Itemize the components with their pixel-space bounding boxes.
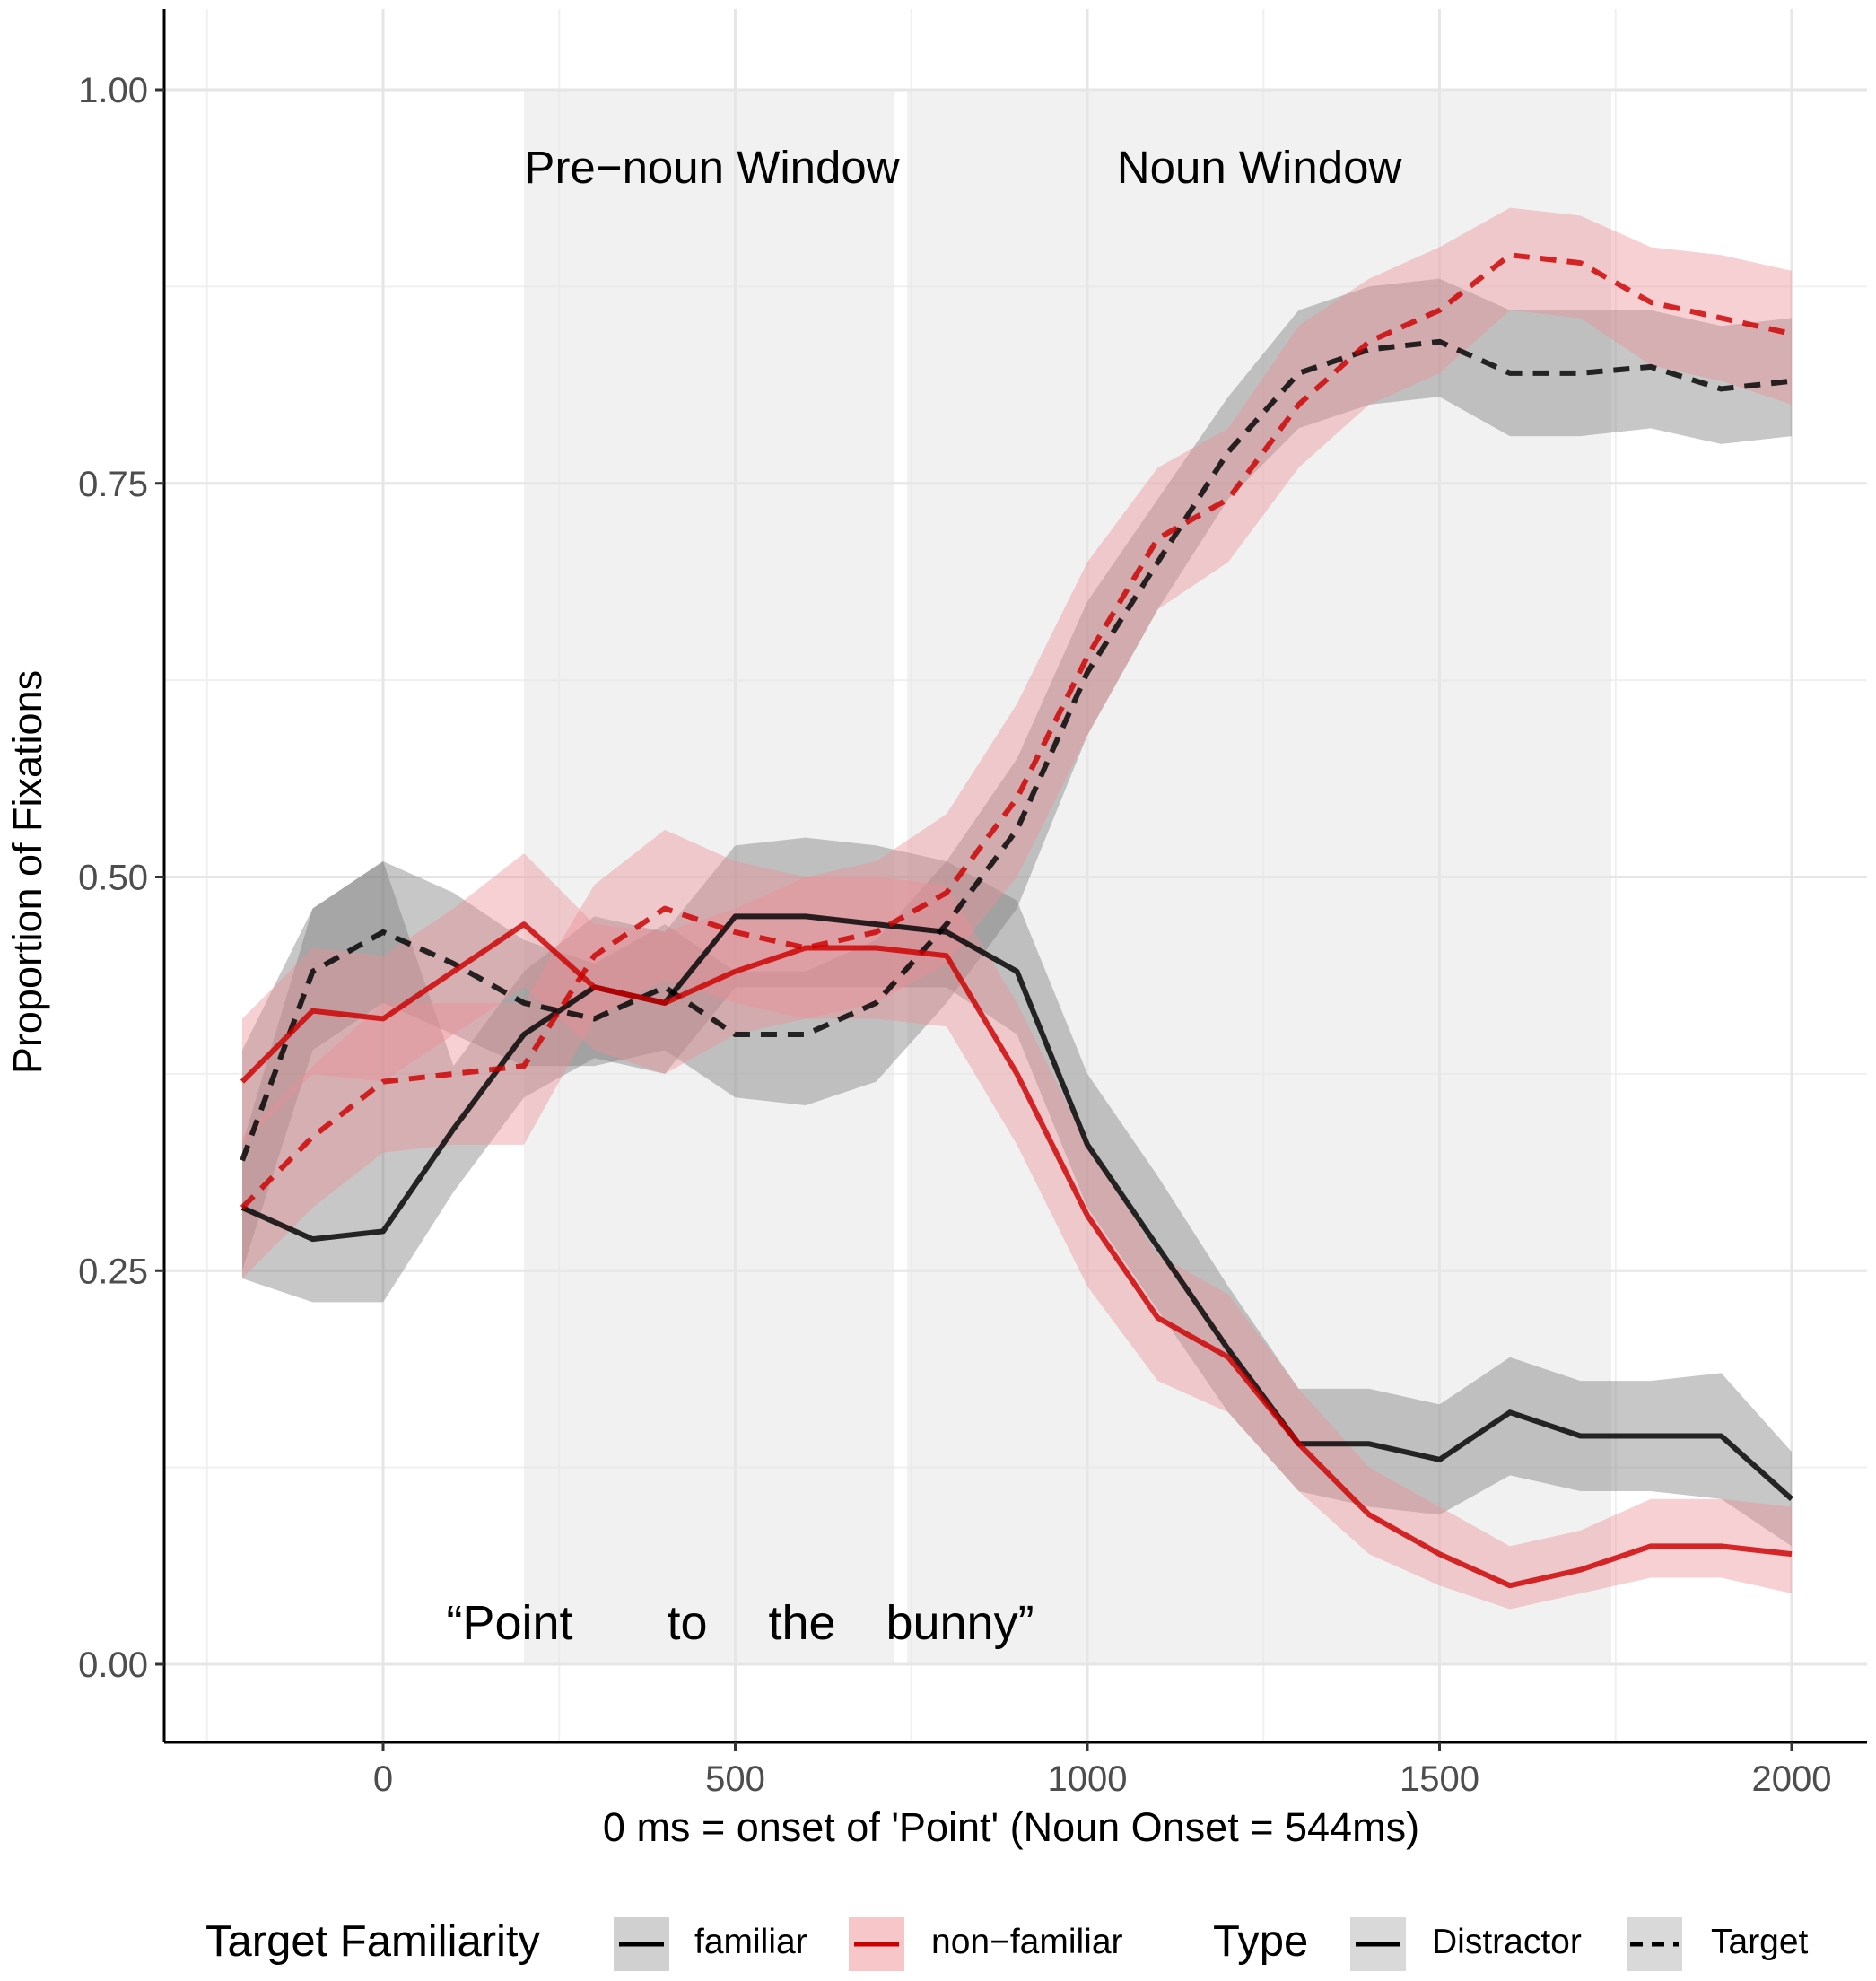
tick-layer: 0 500 1000 1500 2000 0.00 0.25 0.50 0.75 1.00 [78,71,1831,1799]
y-tick-label: 0.00 [78,1645,148,1685]
utterance-word: bunny” [886,1596,1034,1650]
series-line-2 [240,252,1793,1210]
x-tick-label: 2000 [1752,1759,1832,1799]
x-tick-label: 1000 [1048,1759,1128,1799]
ribbon-1 [242,837,1792,1547]
x-tick-label: 1500 [1400,1759,1479,1799]
legend-label-distractor: Distractor [1432,1923,1582,1961]
legend-type-title: Type [1213,1917,1308,1966]
y-tick-label: 0.75 [78,465,148,504]
series-line-3 [240,921,1793,1589]
ribbon-2 [242,207,1792,1279]
y-tick-label: 1.00 [78,71,148,110]
annotation-layer: Pre−noun Window Noun Window “Point to the bun… [446,142,1401,1650]
window-shade-0 [524,90,895,1664]
line-layer [240,252,1793,1589]
utterance-word: the [768,1596,835,1650]
series-line-0 [240,338,1793,1162]
ribbon-3 [242,853,1792,1610]
window-label-1: Noun Window [1117,142,1402,193]
ribbon-layer [242,207,1792,1610]
y-tick-label: 0.25 [78,1252,148,1291]
x-tick-label: 0 [373,1759,393,1799]
window-layer [524,90,1612,1664]
y-tick-label: 0.50 [78,859,148,898]
x-axis-title: 0 ms = onset of 'Point' (Noun Onset = 54… [603,1804,1419,1850]
utterance-word: “Point [446,1596,572,1650]
legend-label-nonfamiliar: non−familiar [931,1923,1123,1961]
window-label-0: Pre−noun Window [524,142,899,193]
x-tick-label: 500 [705,1759,765,1799]
window-shade-1 [907,90,1612,1664]
legend-label-target: Target [1711,1923,1809,1961]
legend: Target Familiarity familiar non−familiar… [205,1917,1809,1971]
y-axis-title: Proportion of Fixations [4,670,50,1074]
ribbon-0 [242,278,1792,1271]
utterance-word: to [667,1596,707,1650]
legend-label-familiar: familiar [694,1923,807,1961]
legend-familiarity-title: Target Familiarity [205,1917,541,1966]
